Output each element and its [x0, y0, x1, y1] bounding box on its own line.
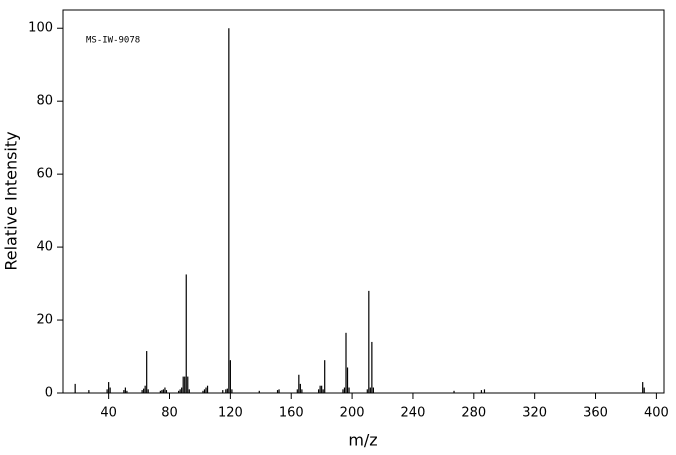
annotation: MS-IW-9078	[86, 36, 140, 46]
y-tick-label: 100	[28, 21, 53, 36]
y-axis-label: Relative Intensity	[2, 131, 21, 270]
x-tick-label: 200	[340, 406, 365, 421]
x-tick-label: 360	[583, 406, 608, 421]
x-tick-label: 400	[644, 406, 669, 421]
plot-frame	[62, 9, 665, 394]
y-tick-label: 0	[45, 386, 53, 401]
x-tick-label: 160	[279, 406, 304, 421]
x-tick-label: 240	[401, 406, 426, 421]
x-tick-label: 280	[461, 406, 486, 421]
y-tick-label: 40	[36, 240, 53, 255]
x-tick-label: 320	[522, 406, 547, 421]
y-tick-label: 20	[36, 313, 53, 328]
x-tick-label: 120	[218, 406, 243, 421]
x-tick-label: 40	[100, 406, 117, 421]
y-tick-label: 80	[36, 94, 53, 109]
x-tick-label: 80	[161, 406, 178, 421]
x-axis-label: m/z	[348, 431, 377, 450]
y-tick-label: 60	[36, 167, 53, 182]
